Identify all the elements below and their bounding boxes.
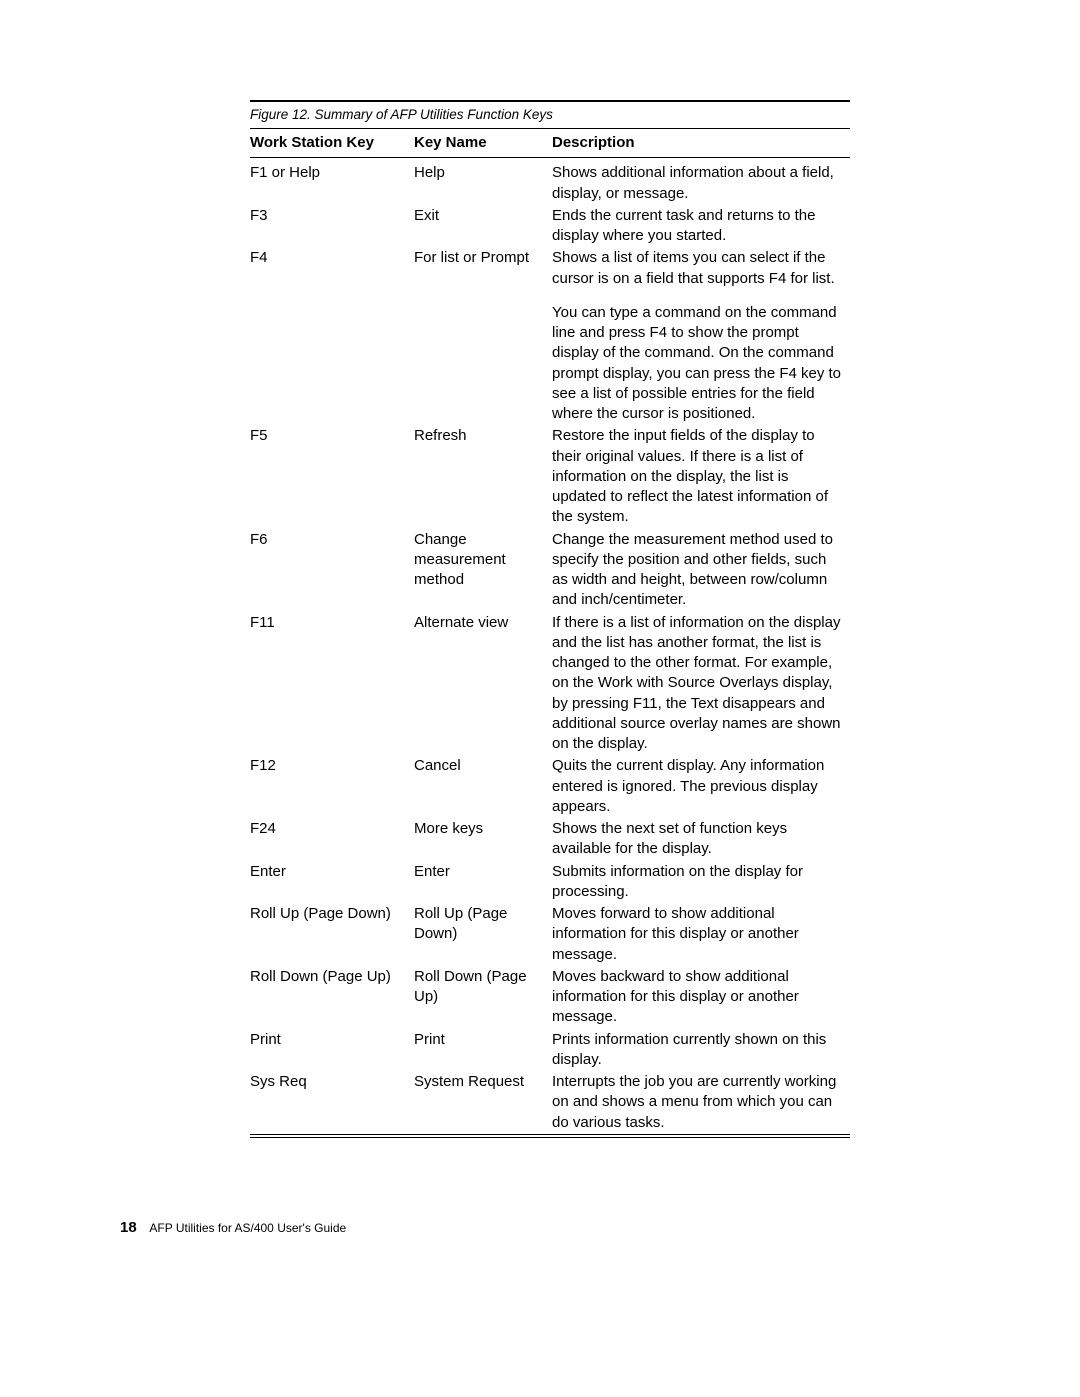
cell-work-station-key: Sys Req	[250, 1071, 414, 1134]
cell-work-station-key: F5	[250, 425, 414, 528]
table-row: F5RefreshRestore the input fields of the…	[250, 425, 850, 528]
cell-key-name: System Request	[414, 1071, 552, 1134]
cell-description: Quits the current display. Any informati…	[552, 755, 850, 818]
table-row: Sys ReqSystem RequestInterrupts the job …	[250, 1071, 850, 1134]
description-text: Submits information on the display for p…	[552, 862, 844, 903]
table-row: F1 or HelpHelpShows additional informati…	[250, 162, 850, 205]
page-number: 18	[120, 1219, 137, 1236]
description-text: Quits the current display. Any informati…	[552, 756, 844, 817]
cell-key-name: Exit	[414, 205, 552, 248]
cell-work-station-key: Roll Up (Page Down)	[250, 903, 414, 966]
document-page: Figure 12. Summary of AFP Utilities Func…	[0, 0, 1080, 1278]
description-text-extra: You can type a command on the command li…	[552, 303, 844, 425]
cell-description: Moves backward to show additional inform…	[552, 966, 850, 1029]
cell-key-name: Print	[414, 1029, 552, 1072]
description-text: Shows the next set of function keys avai…	[552, 819, 844, 860]
book-title: AFP Utilities for AS/400 User's Guide	[149, 1221, 346, 1235]
table-row: F3ExitEnds the current task and returns …	[250, 205, 850, 248]
cell-description: Shows a list of items you can select if …	[552, 247, 850, 425]
description-text: Change the measurement method used to sp…	[552, 530, 844, 611]
cell-work-station-key: F24	[250, 818, 414, 861]
cell-work-station-key: Roll Down (Page Up)	[250, 966, 414, 1029]
table-row: PrintPrintPrints information currently s…	[250, 1029, 850, 1072]
table-row: F24More keysShows the next set of functi…	[250, 818, 850, 861]
description-text: Prints information currently shown on th…	[552, 1030, 844, 1071]
cell-work-station-key: F11	[250, 612, 414, 756]
cell-description: Shows additional information about a fie…	[552, 162, 850, 205]
cell-work-station-key: F1 or Help	[250, 162, 414, 205]
table-row: F12CancelQuits the current display. Any …	[250, 755, 850, 818]
cell-key-name: Cancel	[414, 755, 552, 818]
cell-description: Ends the current task and returns to the…	[552, 205, 850, 248]
table-row: Roll Up (Page Down)Roll Up (Page Down)Mo…	[250, 903, 850, 966]
cell-key-name: Help	[414, 162, 552, 205]
cell-key-name: Refresh	[414, 425, 552, 528]
cell-key-name: For list or Prompt	[414, 247, 552, 425]
table-row: EnterEnterSubmits information on the dis…	[250, 861, 850, 904]
figure-container: Figure 12. Summary of AFP Utilities Func…	[250, 100, 850, 1138]
cell-key-name: More keys	[414, 818, 552, 861]
cell-work-station-key: F4	[250, 247, 414, 425]
description-text: Ends the current task and returns to the…	[552, 206, 844, 247]
cell-description: Shows the next set of function keys avai…	[552, 818, 850, 861]
cell-key-name: Roll Down (Page Up)	[414, 966, 552, 1029]
description-text: Restore the input fields of the display …	[552, 426, 844, 527]
bottom-rule	[250, 1137, 850, 1138]
figure-caption: Figure 12. Summary of AFP Utilities Func…	[250, 106, 850, 124]
cell-key-name: Roll Up (Page Down)	[414, 903, 552, 966]
header-key-name: Key Name	[414, 129, 552, 158]
cell-work-station-key: Enter	[250, 861, 414, 904]
cell-description: If there is a list of information on the…	[552, 612, 850, 756]
header-work-station-key: Work Station Key	[250, 129, 414, 158]
cell-description: Submits information on the display for p…	[552, 861, 850, 904]
description-text: Moves backward to show additional inform…	[552, 967, 844, 1028]
cell-work-station-key: F6	[250, 529, 414, 612]
description-text: Moves forward to show additional informa…	[552, 904, 844, 965]
cell-description: Prints information currently shown on th…	[552, 1029, 850, 1072]
description-text: Shows additional information about a fie…	[552, 163, 844, 204]
top-rule	[250, 100, 850, 102]
cell-work-station-key: F3	[250, 205, 414, 248]
table-row: F6Change measurement methodChange the me…	[250, 529, 850, 612]
description-text: Shows a list of items you can select if …	[552, 248, 844, 289]
description-text: Interrupts the job you are currently wor…	[552, 1072, 844, 1133]
table-row: F11Alternate viewIf there is a list of i…	[250, 612, 850, 756]
cell-work-station-key: Print	[250, 1029, 414, 1072]
cell-key-name: Enter	[414, 861, 552, 904]
cell-description: Restore the input fields of the display …	[552, 425, 850, 528]
cell-description: Change the measurement method used to sp…	[552, 529, 850, 612]
page-footer: 18 AFP Utilities for AS/400 User's Guide	[120, 1218, 1000, 1238]
cell-description: Interrupts the job you are currently wor…	[552, 1071, 850, 1134]
description-text: If there is a list of information on the…	[552, 613, 844, 755]
table-body: F1 or HelpHelpShows additional informati…	[250, 158, 850, 1135]
table-row: F4For list or PromptShows a list of item…	[250, 247, 850, 425]
cell-description: Moves forward to show additional informa…	[552, 903, 850, 966]
function-key-table: Work Station Key Key Name Description F1…	[250, 129, 850, 1135]
cell-key-name: Alternate view	[414, 612, 552, 756]
cell-work-station-key: F12	[250, 755, 414, 818]
header-description: Description	[552, 129, 850, 158]
table-header-row: Work Station Key Key Name Description	[250, 129, 850, 158]
cell-key-name: Change measurement method	[414, 529, 552, 612]
table-row: Roll Down (Page Up)Roll Down (Page Up)Mo…	[250, 966, 850, 1029]
